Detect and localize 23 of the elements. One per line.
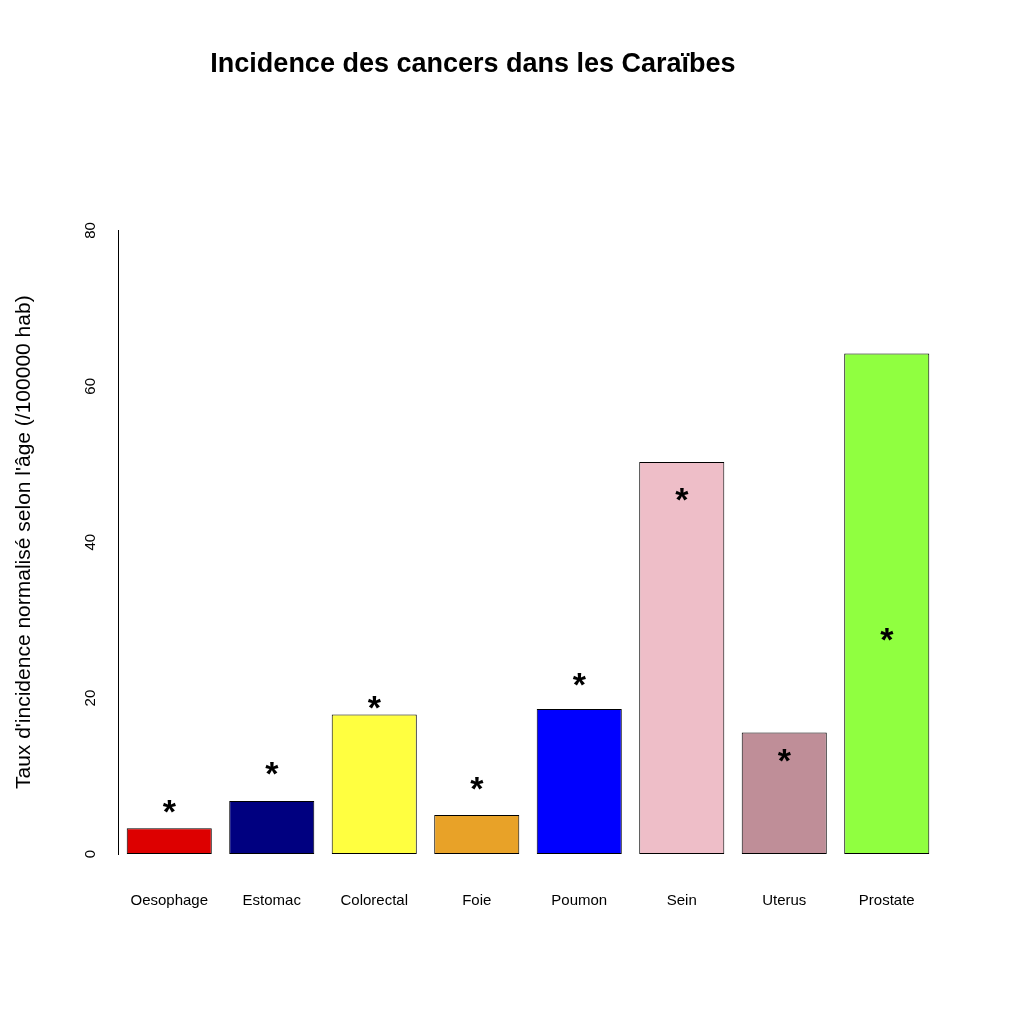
y-tick-label: 0 [80, 849, 98, 859]
x-tick-label: Estomac [242, 891, 302, 909]
y-tick-label: 80 [80, 222, 98, 239]
x-tick-label: Foie [462, 891, 492, 909]
x-tick-label: Colorectal [340, 891, 409, 909]
annotation: * [675, 480, 690, 519]
x-tick-label: Prostate [858, 891, 915, 909]
y-axis-title: Taux d'incidence normalisé selon l'âge (/100000 hab) [11, 295, 35, 790]
annotation: * [470, 769, 485, 808]
y-tick-label: 20 [80, 689, 98, 707]
x-tick-label: Poumon [551, 891, 608, 909]
y-tick-label: 60 [80, 377, 98, 395]
x-tick-label: Oesophage [130, 891, 209, 909]
annotation: * [777, 740, 792, 779]
annotation: * [880, 619, 895, 658]
x-tick-label: Uterus [762, 891, 807, 909]
annotation: * [572, 665, 587, 704]
annotation: * [265, 754, 280, 793]
chart-title: Incidence des cancers dans les Caraïbes [210, 47, 736, 78]
x-tick-label: Sein [666, 891, 697, 909]
annotation: * [162, 791, 177, 830]
y-tick-label: 40 [80, 533, 98, 551]
annotation: * [367, 687, 382, 726]
